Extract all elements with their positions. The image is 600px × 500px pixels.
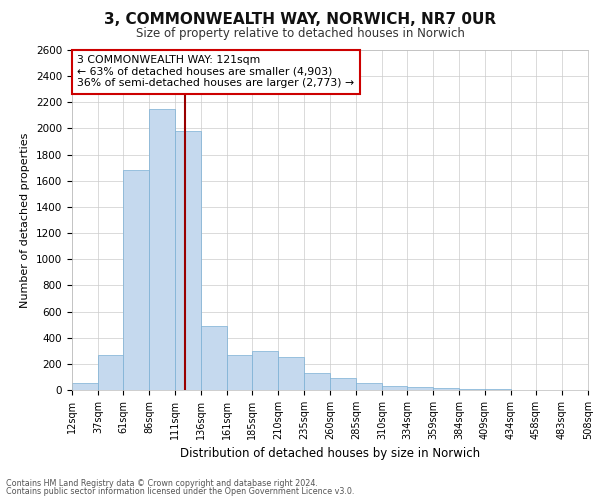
Bar	[201, 326, 227, 390]
Bar	[304, 373, 330, 390]
X-axis label: Distribution of detached houses by size in Norwich: Distribution of detached houses by size …	[180, 448, 480, 460]
Bar	[252, 351, 278, 390]
Bar	[98, 354, 123, 390]
Text: 3 COMMONWEALTH WAY: 121sqm
← 63% of detached houses are smaller (4,903)
36% of s: 3 COMMONWEALTH WAY: 121sqm ← 63% of deta…	[77, 55, 354, 88]
Bar	[356, 384, 382, 390]
Text: Contains public sector information licensed under the Open Government Licence v3: Contains public sector information licen…	[6, 487, 355, 496]
Text: Size of property relative to detached houses in Norwich: Size of property relative to detached ho…	[136, 28, 464, 40]
Bar	[330, 378, 356, 390]
Bar	[227, 354, 252, 390]
Text: 3, COMMONWEALTH WAY, NORWICH, NR7 0UR: 3, COMMONWEALTH WAY, NORWICH, NR7 0UR	[104, 12, 496, 28]
Bar	[459, 388, 485, 390]
Bar	[382, 386, 407, 390]
Bar	[72, 384, 98, 390]
Bar	[278, 358, 304, 390]
Y-axis label: Number of detached properties: Number of detached properties	[20, 132, 31, 308]
Text: Contains HM Land Registry data © Crown copyright and database right 2024.: Contains HM Land Registry data © Crown c…	[6, 478, 318, 488]
Bar	[175, 131, 201, 390]
Bar	[123, 170, 149, 390]
Bar	[149, 109, 175, 390]
Bar	[407, 388, 433, 390]
Bar	[433, 388, 459, 390]
